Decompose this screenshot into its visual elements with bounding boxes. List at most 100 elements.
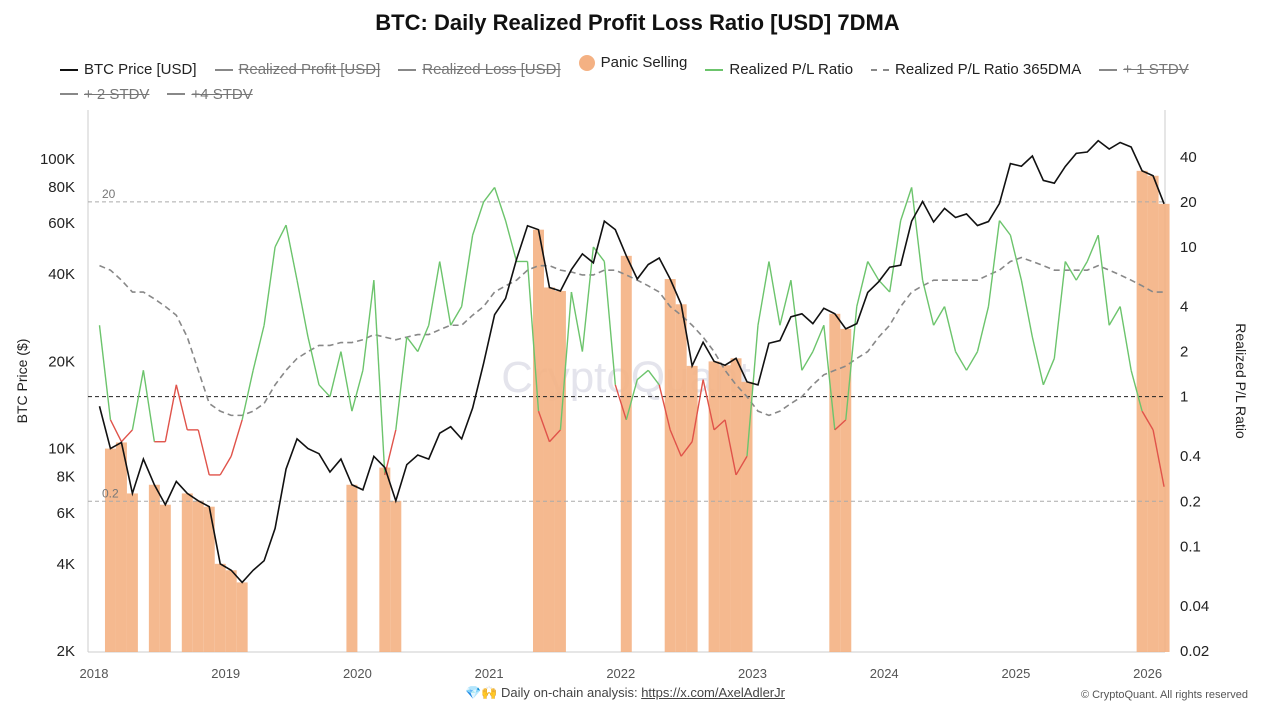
legend-swatch (60, 93, 78, 95)
panic-selling-bar (675, 304, 687, 652)
ratio-line-segment (362, 280, 375, 371)
ratio-line-segment (120, 429, 133, 443)
y-left-tick-label: 10K (48, 441, 75, 458)
legend-label: Realized P/L Ratio (729, 61, 854, 78)
panic-selling-bar (719, 365, 731, 652)
panic-selling-bar (159, 504, 171, 652)
ratio-line-segment (230, 419, 243, 457)
y-left-tick-label: 60K (48, 215, 75, 232)
ratio-line-segment (197, 429, 210, 476)
x-tick-label: 2026 (1133, 666, 1162, 681)
legend-item[interactable]: Realized P/L Ratio (705, 59, 853, 80)
copyright: © CryptoQuant. All rights reserved (1080, 689, 1248, 701)
btc-price-line (98, 139, 1165, 584)
panic-selling-bar (346, 484, 358, 652)
ratio-line-segment (175, 384, 188, 431)
ratio-line-segment (1108, 306, 1121, 326)
y-right-tick-label: 0.04 (1180, 598, 1209, 615)
x-tick-label: 2022 (606, 666, 635, 681)
y-left-tick-label: 80K (48, 179, 75, 196)
legend-item[interactable]: + 1 STDV (1099, 59, 1189, 80)
ratio-line-segment (724, 419, 737, 476)
ratio-line-segment (351, 370, 364, 412)
x-tick-label: 2025 (1001, 666, 1030, 681)
ratio-line-segment (285, 224, 298, 281)
ratio-line-segment (1042, 358, 1055, 386)
ratio-line-segment (691, 379, 704, 442)
legend-item[interactable]: Realized P/L Ratio 365DMA (871, 59, 1081, 80)
ratio-line-segment (493, 187, 507, 221)
ratio-line-segment (768, 261, 781, 326)
ratio-line-segment (307, 336, 320, 385)
y-right-tick-label: 40 (1180, 149, 1197, 166)
ratio-line-segment (98, 325, 112, 420)
ratio-line-segment (164, 384, 177, 442)
legend-item[interactable]: BTC Price [USD] (60, 59, 197, 80)
ratio-line-segment (702, 379, 715, 431)
legend-swatch (871, 68, 890, 71)
ratio-line-segment (899, 187, 913, 221)
ratio-line-segment (329, 351, 342, 397)
ratio-line-segment (1031, 336, 1045, 385)
chart-title: BTC: Daily Realized Profit Loss Ratio [U… (375, 10, 900, 35)
ratio-line-segment (713, 419, 726, 431)
ratio-line-segment (548, 429, 561, 443)
reference-label: 20 (102, 187, 116, 201)
panic-selling-bar (148, 484, 160, 652)
legend-item[interactable]: Realized Loss [USD] (398, 59, 561, 80)
panic-selling-bar (1147, 175, 1159, 652)
ratio-line-segment (757, 261, 770, 326)
ratio-365dma-line (99, 256, 1165, 417)
y-left-tick-label: 20K (48, 353, 75, 370)
ratio-line-segment (1130, 370, 1143, 412)
ratio-line-segment (1086, 234, 1099, 262)
ratio-line-segment (888, 220, 902, 293)
ratio-line-segment (395, 337, 408, 430)
legend-swatch (214, 68, 233, 71)
ratio-line-segment (625, 379, 638, 421)
legend-label: + 1 STDV (1123, 61, 1189, 78)
ratio-line-segment (910, 187, 924, 281)
y-left-tick-label: 40K (48, 266, 75, 283)
ratio-line-segment (483, 186, 496, 203)
ratio-line-segment (658, 384, 671, 431)
panic-selling-bar (686, 365, 698, 652)
ratio-line-segment (384, 429, 397, 476)
ratio-line-segment (1152, 429, 1165, 487)
ratio-line-segment (537, 410, 551, 442)
legend-label: Realized Profit [USD] (238, 61, 381, 78)
ratio-line-segment (1141, 410, 1154, 431)
legend-item[interactable]: + 2 STDV (60, 84, 149, 105)
legend-label: BTC Price [USD] (84, 61, 197, 78)
y-right-tick-label: 20 (1180, 194, 1197, 211)
legend-item[interactable]: Realized Profit [USD] (214, 59, 381, 80)
ratio-line-segment (109, 419, 123, 443)
y-right-tick-label: 2 (1180, 344, 1188, 361)
footer-link[interactable]: https://x.com/AxelAdlerJr (641, 685, 785, 700)
ratio-line-segment (801, 351, 814, 371)
ratio-line-segment (746, 325, 759, 457)
y-left-tick-label: 2K (57, 643, 75, 660)
legend-label: Realized Loss [USD] (422, 61, 561, 78)
x-tick-label: 2021 (475, 666, 504, 681)
ratio-line-segment (845, 306, 858, 420)
legend-item[interactable]: Panic Selling (578, 52, 688, 73)
ratio-line-segment (943, 306, 957, 352)
legend-item[interactable]: +4 STDV (167, 84, 253, 105)
reference-label: 0.2 (102, 486, 119, 500)
footer: 💎🙌 Daily on-chain analysis: https://x.co… (465, 685, 785, 701)
ratio-line-segment (680, 441, 693, 457)
panic-selling-bar (390, 500, 402, 652)
ratio-line-segment (296, 280, 309, 338)
ratio-line-segment (559, 291, 573, 430)
y-left-tick-label: 8K (57, 469, 75, 486)
panic-selling-bar (203, 506, 215, 652)
ratio-line-segment (219, 455, 232, 476)
ratio-line-segment (274, 224, 287, 248)
panic-selling-bar (543, 287, 555, 652)
ratio-line-segment (779, 280, 792, 326)
legend-label: Panic Selling (600, 54, 688, 71)
ratio-line-segment (603, 261, 617, 385)
y-right-tick-label: 10 (1180, 239, 1197, 256)
panic-selling-bar (554, 291, 566, 652)
